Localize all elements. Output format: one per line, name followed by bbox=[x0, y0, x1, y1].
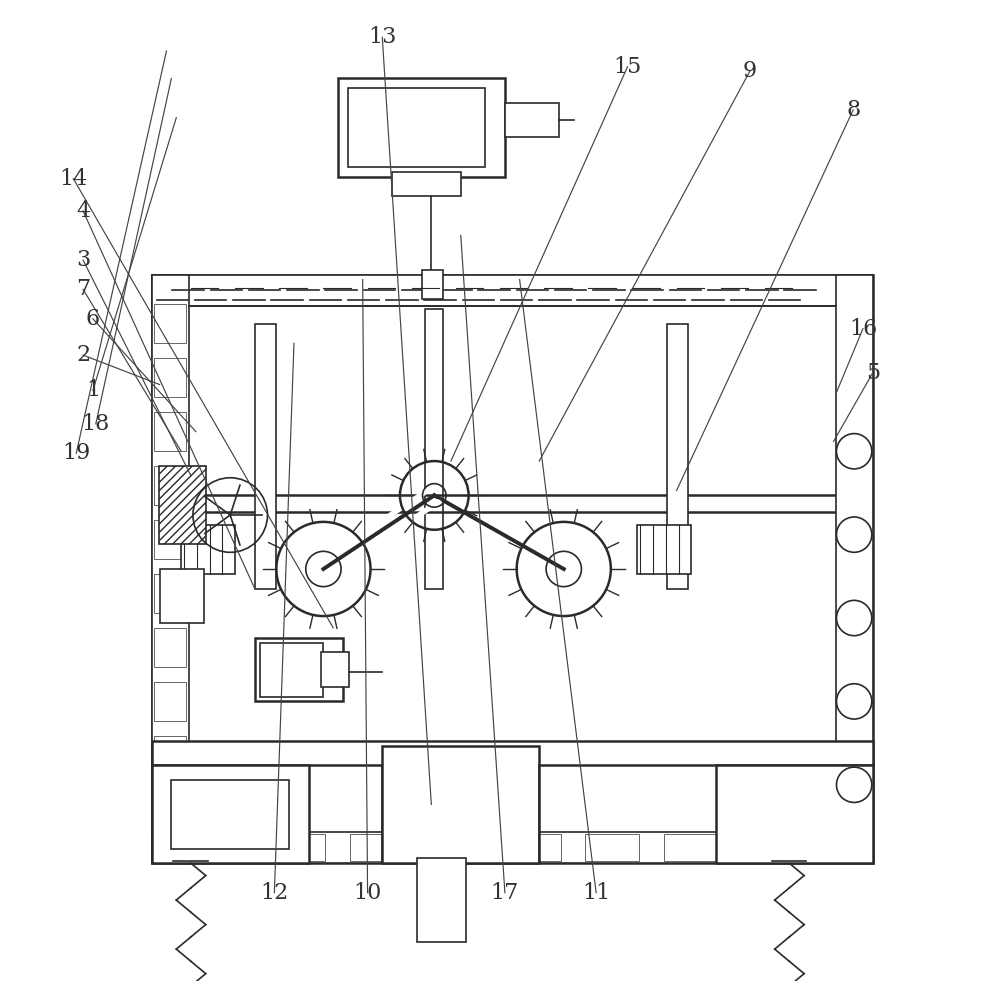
Bar bbox=[260, 643, 323, 697]
Bar bbox=[321, 652, 349, 687]
Bar bbox=[152, 765, 309, 863]
Text: 13: 13 bbox=[368, 26, 396, 48]
Bar bbox=[271, 834, 325, 861]
Bar bbox=[417, 858, 466, 942]
Bar bbox=[160, 569, 204, 623]
Text: 7: 7 bbox=[76, 279, 90, 300]
Bar bbox=[348, 88, 485, 167]
Bar bbox=[505, 103, 559, 137]
Bar bbox=[152, 832, 873, 863]
Text: 5: 5 bbox=[866, 362, 880, 384]
Text: 18: 18 bbox=[82, 413, 110, 435]
Bar bbox=[392, 172, 461, 196]
Text: 2: 2 bbox=[76, 344, 90, 366]
Bar bbox=[667, 324, 688, 589]
Bar bbox=[159, 466, 206, 544]
Text: 9: 9 bbox=[743, 60, 757, 81]
Text: 6: 6 bbox=[86, 308, 100, 330]
Bar bbox=[193, 834, 247, 861]
Bar bbox=[154, 466, 186, 505]
Bar bbox=[152, 275, 873, 306]
Bar bbox=[637, 525, 691, 574]
Bar bbox=[154, 412, 186, 451]
Bar bbox=[154, 520, 186, 559]
Text: 17: 17 bbox=[491, 882, 519, 904]
Bar bbox=[154, 790, 186, 829]
Bar bbox=[664, 834, 718, 861]
Bar bbox=[742, 834, 796, 861]
Bar bbox=[350, 834, 404, 861]
Bar bbox=[428, 834, 482, 861]
Bar bbox=[152, 275, 189, 863]
Text: 10: 10 bbox=[353, 882, 382, 904]
Bar bbox=[154, 304, 186, 343]
Text: 14: 14 bbox=[59, 168, 87, 189]
Text: 4: 4 bbox=[76, 200, 90, 222]
Bar bbox=[255, 324, 276, 589]
Bar bbox=[836, 275, 873, 863]
Bar bbox=[255, 638, 343, 701]
Bar bbox=[716, 765, 873, 863]
Text: 16: 16 bbox=[849, 318, 877, 339]
Bar bbox=[152, 275, 873, 863]
Text: 1: 1 bbox=[86, 380, 100, 401]
Text: 19: 19 bbox=[62, 442, 90, 464]
Bar bbox=[181, 525, 235, 574]
Bar bbox=[382, 746, 539, 863]
Bar bbox=[154, 358, 186, 397]
Bar bbox=[154, 574, 186, 613]
Bar bbox=[171, 780, 289, 849]
Bar bbox=[585, 834, 639, 861]
Bar bbox=[154, 628, 186, 667]
Bar bbox=[154, 682, 186, 721]
Text: 8: 8 bbox=[846, 99, 860, 121]
Bar bbox=[152, 741, 873, 765]
Bar bbox=[422, 270, 443, 299]
Bar bbox=[507, 834, 561, 861]
Bar bbox=[425, 309, 443, 589]
Bar bbox=[154, 736, 186, 775]
Text: 3: 3 bbox=[76, 249, 90, 271]
Bar bbox=[338, 78, 505, 177]
Text: 15: 15 bbox=[613, 56, 642, 77]
Text: 11: 11 bbox=[582, 882, 610, 904]
Text: 12: 12 bbox=[260, 882, 288, 904]
